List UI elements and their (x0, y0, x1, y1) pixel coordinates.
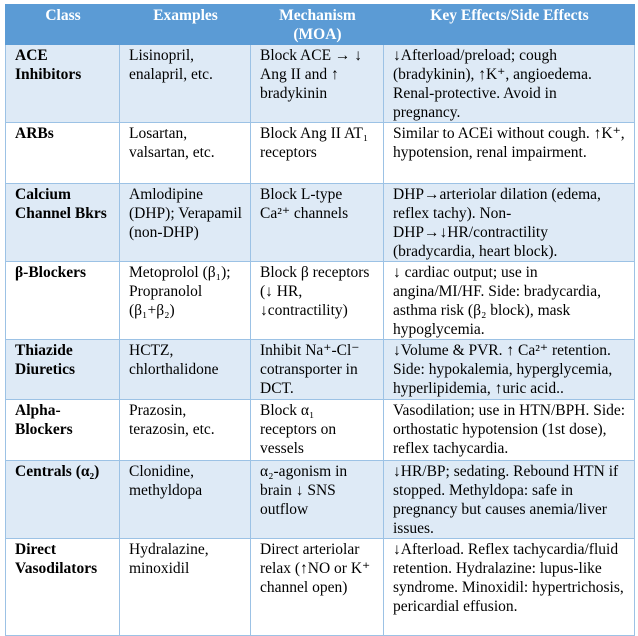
header-examples: Examples (119, 4, 251, 45)
cell-class: Direct Vasodilators (5, 538, 120, 636)
table-row: Alpha-Blockers Prazosin, terazosin, etc. B… (5, 399, 635, 461)
cell-mechanism: Direct arteriolar relax (↑NO or K⁺ chann… (250, 538, 384, 636)
table-row: ACE Inhibitors Lisinopril, enalapril, etc… (5, 44, 635, 123)
cell-mechanism: Block ACE → ↓ Ang II and ↑ bradykinin (250, 44, 384, 123)
cell-examples: Metoprolol (β₁); Propranolol (β₁+β₂) (119, 261, 251, 340)
table-row: Thiazide Diuretics HCTZ, chlorthalidone In… (5, 339, 635, 400)
cell-effects: ↓ cardiac output; use in angina/MI/HF. S… (383, 261, 635, 340)
cell-effects: ↓Volume & PVR. ↑ Ca²⁺ retention. Side: h… (383, 339, 635, 400)
cell-examples: Clonidine, methyldopa (119, 460, 251, 539)
cell-effects: Similar to ACEi without cough. ↑K⁺, hypo… (383, 122, 635, 184)
cell-class: Alpha-Blockers (5, 399, 120, 461)
cell-mechanism: Block Ang II AT₁ receptors (250, 122, 384, 184)
cell-mechanism: Block L-type Ca²⁺ channels (250, 183, 384, 262)
antihypertensive-table: Class Examples Mechanism (MOA) Key Effec… (5, 4, 635, 636)
header-class: Class (5, 4, 120, 45)
cell-mechanism: Block α₁ receptors on vessels (250, 399, 384, 461)
table-row: Calcium Channel Bkrs Amlodipine (DHP); Ve… (5, 183, 635, 262)
header-effects: Key Effects/Side Effects (383, 4, 635, 45)
cell-class: ACE Inhibitors (5, 44, 120, 123)
cell-mechanism: α₂-agonism in brain ↓ SNS outflow (250, 460, 384, 539)
cell-examples: Hydralazine, minoxidil (119, 538, 251, 636)
cell-examples: Prazosin, terazosin, etc. (119, 399, 251, 461)
table-row: Direct Vasodilators Hydralazine, minoxidi… (5, 538, 635, 636)
cell-class: Centrals (α₂) (5, 460, 120, 539)
cell-examples: Lisinopril, enalapril, etc. (119, 44, 251, 123)
cell-class: β-Blockers (5, 261, 120, 340)
cell-class: ARBs (5, 122, 120, 184)
cell-effects: ↓HR/BP; sedating. Rebound HTN if stopped… (383, 460, 635, 539)
cell-mechanism: Inhibit Na⁺-Cl⁻ cotransporter in DCT. (250, 339, 384, 400)
cell-examples: HCTZ, chlorthalidone (119, 339, 251, 400)
header-mechanism: Mechanism (MOA) (250, 4, 384, 45)
table-row: ARBs Losartan, valsartan, etc. Block Ang I… (5, 122, 635, 184)
cell-class: Thiazide Diuretics (5, 339, 120, 400)
cell-effects: ↓Afterload/preload; cough (bradykinin), … (383, 44, 635, 123)
table-row: β-Blockers Metoprolol (β₁); Propranolol (… (5, 261, 635, 340)
cell-class: Calcium Channel Bkrs (5, 183, 120, 262)
cell-effects: Vasodilation; use in HTN/BPH. Side: orth… (383, 399, 635, 461)
cell-examples: Losartan, valsartan, etc. (119, 122, 251, 184)
cell-mechanism: Block β receptors (↓ HR, ↓contractility) (250, 261, 384, 340)
cell-effects: DHP→arteriolar dilation (edema, reflex t… (383, 183, 635, 262)
table-row: Centrals (α₂) Clonidine, methyldopa α₂-ago… (5, 460, 635, 539)
cell-examples: Amlodipine (DHP); Verapamil (non-DHP) (119, 183, 251, 262)
header-row: Class Examples Mechanism (MOA) Key Effec… (5, 4, 635, 45)
cell-effects: ↓Afterload. Reflex tachycardia/fluid ret… (383, 538, 635, 636)
